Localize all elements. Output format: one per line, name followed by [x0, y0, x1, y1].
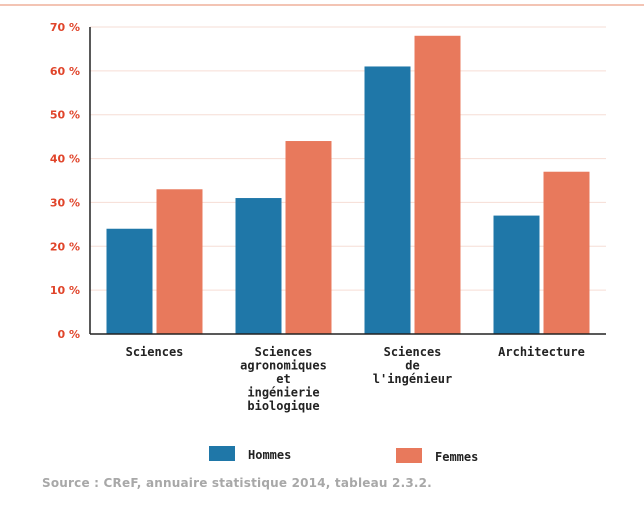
- x-category-line: agronomiques: [240, 359, 327, 373]
- source-note: Source : CReF, annuaire statistique 2014…: [42, 476, 432, 490]
- bar-femmes-1: [285, 141, 332, 334]
- bar-femmes-0: [156, 189, 203, 334]
- x-category-label: Sciences de l'ingénieur: [373, 345, 452, 386]
- x-category-label: Sciences agronomiques et ingénierie biologiq…: [240, 345, 327, 413]
- x-axis-categories: Sciences Sciences agronomiques et ingénierie…: [126, 345, 585, 413]
- bar-hommes-3: [493, 215, 540, 334]
- x-category-line: Architecture: [498, 345, 585, 359]
- top-divider: [0, 4, 644, 6]
- legend-swatch-hommes: [209, 446, 235, 461]
- x-category-line: l'ingénieur: [373, 372, 452, 386]
- bar-femmes-3: [543, 171, 590, 334]
- y-tick-label: 50 %: [50, 109, 80, 122]
- legend-label-hommes: Hommes: [248, 448, 291, 462]
- bar-hommes-0: [106, 228, 153, 334]
- y-tick-label: 20 %: [50, 240, 80, 253]
- legend-label-femmes: Femmes: [435, 450, 478, 464]
- bars: [106, 35, 590, 335]
- legend-swatch-femmes: [396, 448, 422, 463]
- y-tick-label: 70 %: [50, 21, 80, 34]
- x-category-label: Architecture: [498, 345, 585, 359]
- x-category-line: Sciences: [126, 345, 184, 359]
- y-tick-label: 0 %: [57, 328, 80, 341]
- x-category-line: biologique: [247, 399, 319, 413]
- bar-hommes-2: [364, 66, 411, 334]
- y-tick-label: 30 %: [50, 196, 80, 209]
- x-category-line: de: [405, 359, 419, 373]
- legend: Hommes Femmes: [209, 446, 478, 464]
- y-axis-ticks: 0 % 10 % 20 % 30 % 40 % 50 % 60 % 70 %: [50, 21, 80, 341]
- y-tick-label: 60 %: [50, 65, 80, 78]
- x-category-line: et: [276, 372, 290, 386]
- y-tick-label: 40 %: [50, 153, 80, 166]
- x-category-line: Sciences: [384, 345, 442, 359]
- bar-hommes-1: [235, 198, 282, 334]
- bar-femmes-2: [414, 35, 461, 335]
- x-category-line: ingénierie: [247, 386, 319, 400]
- y-tick-label: 10 %: [50, 284, 80, 297]
- x-category-line: Sciences: [255, 345, 313, 359]
- x-category-label: Sciences: [126, 345, 184, 359]
